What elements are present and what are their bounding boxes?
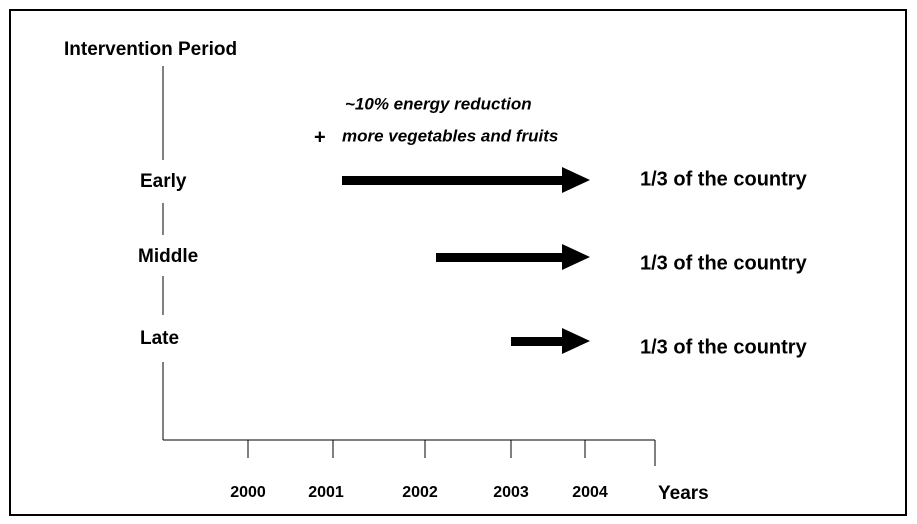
row-label: Middle <box>138 246 198 267</box>
arrow <box>511 328 590 354</box>
arrow <box>342 167 590 193</box>
annotation: more vegetables and fruits <box>342 126 558 145</box>
axis-ticks <box>247 440 656 466</box>
row-note: 1/3 of the country <box>640 168 808 190</box>
year-label: 2002 <box>402 484 438 501</box>
row-label: Late <box>140 328 179 349</box>
year-label: 2003 <box>493 484 529 501</box>
row-note: 1/3 of the country <box>640 336 808 358</box>
year-label: 2004 <box>572 484 608 501</box>
year-label: 2000 <box>230 484 266 501</box>
row-label: Early <box>140 171 187 192</box>
year-label: 2001 <box>308 484 344 501</box>
annotation-plus: + <box>314 126 326 148</box>
axis-label: Years <box>658 483 709 504</box>
row-note: 1/3 of the country <box>640 252 808 274</box>
title: Intervention Period <box>64 39 237 60</box>
arrow <box>436 244 590 270</box>
annotation: ~10% energy reduction <box>345 94 532 113</box>
frame <box>9 9 907 516</box>
